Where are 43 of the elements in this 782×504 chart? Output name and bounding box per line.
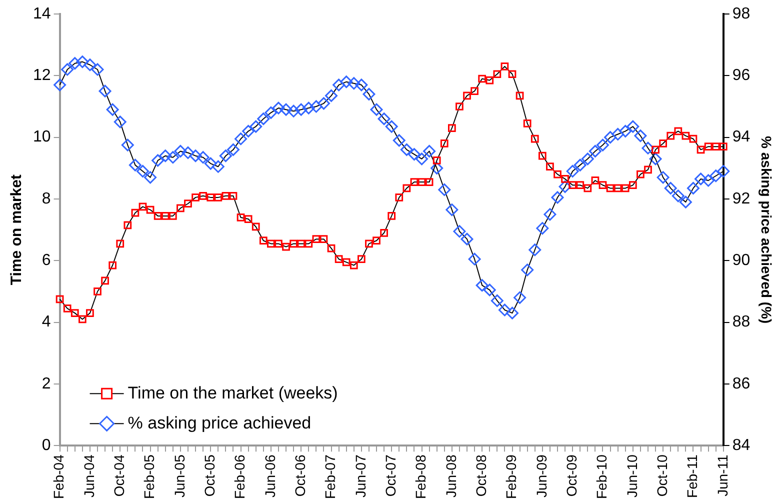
y-tick-label: 14 [33, 5, 51, 22]
x-tick-label: Feb-07 [322, 454, 338, 499]
legend-label: Time on the market (weeks) [128, 383, 338, 402]
y2-tick-label: 88 [732, 314, 750, 331]
x-tick-label: Feb-09 [503, 454, 520, 499]
x-tick-label: Feb-10 [594, 454, 610, 499]
y-tick-label: 2 [42, 375, 51, 392]
y-axis-title: Time on market [8, 174, 26, 286]
y2-axis-title: % asking price achieved (%) [758, 136, 775, 324]
y2-tick-label: 96 [732, 67, 750, 84]
x-tick-label: Jun-10 [624, 454, 640, 498]
x-tick-label: Oct-10 [654, 454, 670, 497]
x-tick-label: Oct-06 [292, 454, 308, 497]
y2-tick-label: 84 [732, 437, 750, 454]
x-tick-label: Oct-07 [382, 454, 398, 497]
x-tick-label: Feb-05 [141, 454, 158, 499]
x-tick-label: Jun-06 [262, 454, 278, 498]
x-tick-label: Jun-11 [714, 454, 730, 496]
x-tick-label: Oct-04 [110, 454, 127, 497]
y2-tick-label: 86 [732, 375, 750, 392]
y-tick-label: 12 [33, 67, 51, 84]
y-tick-label: 6 [42, 252, 51, 270]
y-tick-label: 4 [42, 314, 51, 331]
y-tick-label: 8 [42, 190, 51, 208]
x-tick-label: Feb-04 [50, 454, 67, 499]
x-tick-label: Feb-11 [684, 454, 700, 498]
x-tick-label: Jun-08 [442, 454, 459, 498]
x-tick-label: Feb-06 [232, 454, 248, 499]
x-tick-label: Jun-05 [171, 454, 188, 498]
x-tick-label: Feb-08 [412, 454, 429, 499]
y2-tick-label: 98 [732, 5, 750, 22]
y2-tick-label: 92 [732, 190, 750, 208]
y-tick-label: 10 [33, 128, 51, 146]
x-tick-label: Oct-08 [472, 454, 489, 497]
x-tick-label: Jun-04 [80, 454, 97, 498]
x-tick-label: Jun-07 [352, 454, 368, 498]
x-tick-label: Jun-09 [533, 454, 550, 498]
y-tick-label: 0 [42, 437, 51, 454]
y2-tick-label: 90 [732, 252, 750, 270]
x-tick-label: Oct-09 [563, 454, 580, 497]
legend-label: % asking price achieved [128, 413, 312, 432]
x-tick-label: Oct-05 [201, 454, 218, 497]
y2-tick-label: 94 [732, 128, 750, 146]
